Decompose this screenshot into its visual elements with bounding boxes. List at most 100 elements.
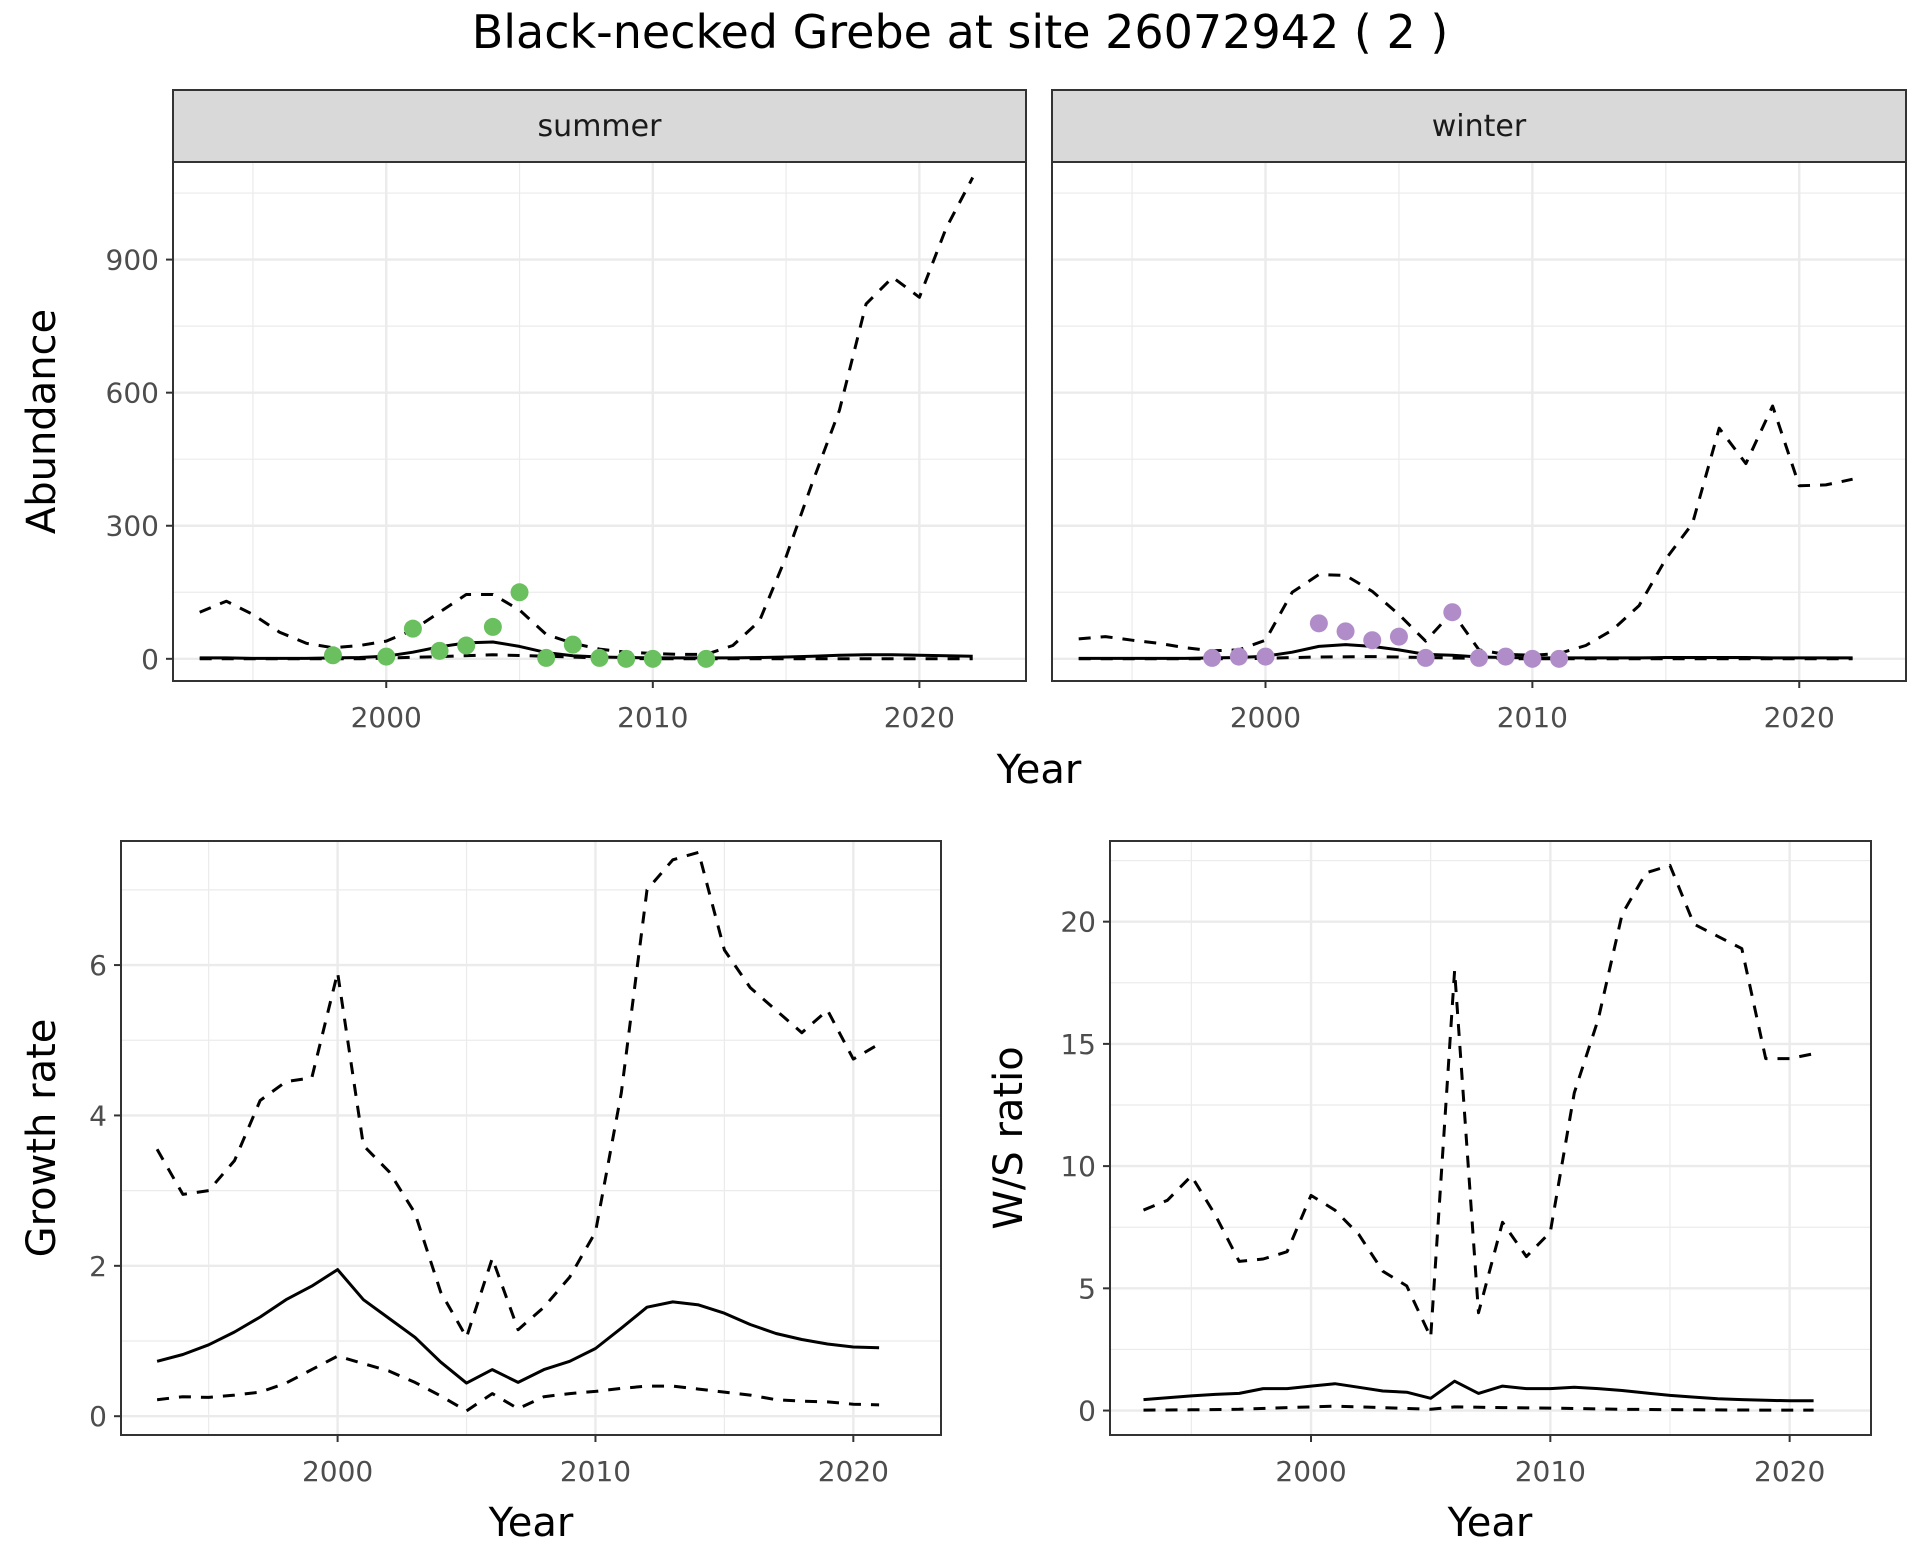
x-axis-ratio: 2000 2010 2020 <box>1275 1435 1825 1488</box>
dashed-series-line <box>1078 404 1853 657</box>
y-axis-title-ratio: W/S ratio <box>986 1046 1032 1229</box>
data-point <box>1336 622 1355 641</box>
lines-growth <box>155 850 880 1413</box>
data-point <box>1363 631 1382 650</box>
x-tick-label: 2000 <box>302 1455 373 1488</box>
y-axis-growth: 0 2 4 6 <box>89 949 121 1433</box>
y-tick-label: 6 <box>89 949 107 982</box>
x-axis-title-growth: Year <box>488 1500 574 1546</box>
dashed-series-line <box>155 850 880 1339</box>
x-tick-label: 2020 <box>1754 1455 1825 1488</box>
points-winter <box>1203 603 1569 668</box>
x-tick-label: 2000 <box>1275 1455 1346 1488</box>
grid-ratio <box>1110 841 1871 1435</box>
data-point <box>377 647 396 666</box>
dashed-series-line <box>1143 1404 1814 1412</box>
data-point <box>590 648 609 667</box>
dashed-series-line <box>1078 655 1853 661</box>
points-summer <box>323 583 716 668</box>
data-point <box>1256 647 1275 666</box>
x-tick-label: 2020 <box>884 701 955 734</box>
dashed-series-line <box>199 176 975 656</box>
data-point <box>403 619 422 638</box>
x-tick-label: 2000 <box>1230 701 1301 734</box>
data-point <box>510 583 529 602</box>
main-title: Black-necked Grebe at site 26072942 ( 2 … <box>472 5 1449 59</box>
panel-background <box>1052 162 1906 681</box>
data-point <box>1389 627 1408 646</box>
data-point <box>483 617 502 636</box>
panel-summer: summer 2000 2010 2020 0 300 600 900 Abundance <box>19 89 1027 734</box>
facet-label-winter: winter <box>1432 109 1527 144</box>
x-tick-label: 2010 <box>1497 701 1568 734</box>
panel-border-ratio <box>1109 840 1872 1436</box>
y-tick-label: 0 <box>1078 1395 1096 1428</box>
x-tick-label: 2010 <box>617 701 688 734</box>
facet-label-summer: summer <box>538 109 663 144</box>
panel-winter: winter 2000 2010 2020 <box>1051 89 1907 734</box>
data-point <box>1416 648 1435 667</box>
y-tick-label: 0 <box>141 643 159 676</box>
plot-area-summer <box>172 161 1027 682</box>
dashed-series-line <box>1142 863 1814 1339</box>
panel-border-growth <box>120 840 942 1436</box>
data-point <box>1470 648 1488 667</box>
x-axis-title-abundance: Year <box>996 747 1082 793</box>
data-point <box>697 649 716 668</box>
y-tick-label: 0 <box>89 1400 107 1433</box>
data-point <box>643 649 662 668</box>
x-tick-label: 2020 <box>1764 701 1835 734</box>
y-tick-label: 600 <box>106 377 159 410</box>
x-axis-winter: 2000 2010 2020 <box>1230 681 1835 734</box>
data-point <box>1229 647 1248 666</box>
lines-ratio <box>1142 863 1814 1412</box>
y-axis-title-growth: Growth rate <box>19 1019 65 1258</box>
y-axis-summer: 0 300 600 900 <box>106 244 173 676</box>
panel-background <box>1110 841 1871 1435</box>
data-point <box>617 649 636 668</box>
dashed-series-line <box>156 1354 880 1413</box>
facet-strip-summer <box>172 89 1027 163</box>
data-point <box>1443 603 1462 622</box>
x-axis-title-ratio: Year <box>1447 1500 1533 1546</box>
y-tick-label: 900 <box>106 244 159 277</box>
x-tick-label: 2010 <box>560 1455 631 1488</box>
y-axis-ratio: 0 5 10 15 20 <box>1060 906 1110 1428</box>
y-tick-label: 20 <box>1060 906 1096 939</box>
facet-strip-winter <box>1051 89 1907 163</box>
x-tick-label: 2010 <box>1515 1455 1586 1488</box>
y-tick-label: 15 <box>1060 1028 1096 1061</box>
plot-area-winter <box>1051 161 1907 682</box>
y-tick-label: 300 <box>106 510 159 543</box>
solid-series-line <box>1143 1379 1814 1403</box>
panel-border-winter <box>1051 161 1907 682</box>
data-point <box>1523 649 1542 668</box>
data-point <box>563 635 582 654</box>
grid-winter <box>1052 162 1906 681</box>
data-point <box>537 648 556 667</box>
panel-background <box>173 162 1026 681</box>
data-point <box>1309 614 1328 633</box>
y-tick-label: 5 <box>1078 1272 1096 1305</box>
solid-series-line <box>156 1268 880 1385</box>
x-tick-label: 2020 <box>818 1455 889 1488</box>
dashed-series-line <box>199 653 973 661</box>
panel-border-summer <box>172 161 1027 682</box>
panel-background <box>121 841 941 1435</box>
data-point <box>1550 649 1569 668</box>
data-point <box>323 646 342 665</box>
x-axis-growth: 2000 2010 2020 <box>302 1435 889 1488</box>
panel-ws-ratio: 2000 2010 2020 0 5 10 15 20 Year W/S ratio <box>986 840 1872 1546</box>
y-tick-label: 10 <box>1060 1150 1096 1183</box>
x-tick-label: 2000 <box>351 701 422 734</box>
y-tick-label: 4 <box>89 1099 107 1132</box>
data-point <box>1203 648 1222 667</box>
panel-growth-rate: 2000 2010 2020 0 2 4 6 Year Growth rate <box>19 840 942 1546</box>
y-tick-label: 2 <box>89 1250 107 1283</box>
y-axis-title-abundance: Abundance <box>19 309 65 534</box>
data-point <box>1496 647 1515 666</box>
grid-summer <box>173 162 1026 681</box>
grid-growth <box>121 841 941 1435</box>
x-axis-summer: 2000 2010 2020 <box>351 681 955 734</box>
